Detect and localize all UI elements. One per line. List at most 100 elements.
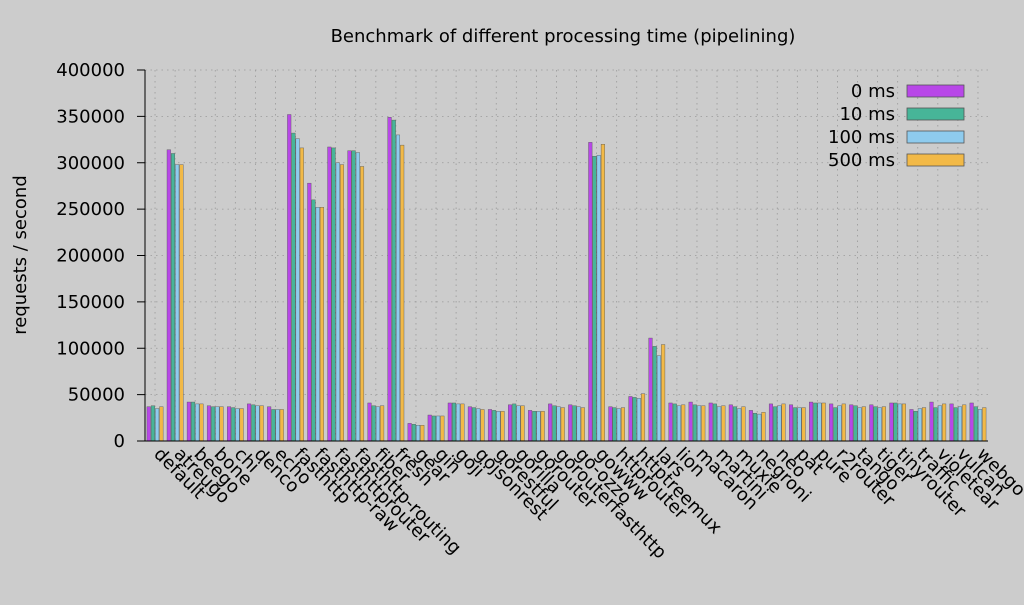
legend-label: 10 ms <box>839 104 895 125</box>
bar <box>311 199 316 442</box>
legend-label: 0 ms <box>851 81 895 102</box>
bar <box>813 402 818 442</box>
bar <box>901 403 906 442</box>
bar <box>592 156 597 442</box>
bar <box>331 147 336 442</box>
bar <box>697 405 702 442</box>
legend-swatch <box>906 84 965 98</box>
x-tick-labels: defaultatreugobeegobonechidencoechofasth… <box>150 444 1024 564</box>
bar <box>255 405 260 442</box>
bar <box>656 355 661 442</box>
bar <box>416 425 421 442</box>
bar <box>929 401 934 442</box>
bar <box>708 402 713 442</box>
y-axis-label: requests / second <box>10 175 31 335</box>
bar <box>360 166 365 442</box>
bar <box>717 406 722 442</box>
bar <box>431 415 436 442</box>
bar <box>166 149 171 442</box>
bar <box>339 164 344 442</box>
bar <box>347 150 352 442</box>
axis-layer <box>137 69 988 442</box>
bar <box>922 407 927 442</box>
bar <box>692 404 697 442</box>
bar <box>681 404 686 442</box>
bar <box>829 403 834 442</box>
bar <box>211 406 216 442</box>
bar <box>849 404 854 442</box>
bar <box>909 409 914 442</box>
bar <box>186 401 191 442</box>
bar <box>688 401 693 442</box>
bar <box>793 407 798 442</box>
bar <box>768 403 773 442</box>
bar <box>472 407 477 442</box>
bar <box>957 406 962 442</box>
bar <box>319 207 324 442</box>
bar <box>155 408 160 442</box>
bar <box>942 403 947 442</box>
bar <box>291 132 296 442</box>
bar <box>315 207 320 442</box>
y-tick-label: 50000 <box>68 385 125 406</box>
bar <box>978 409 983 442</box>
y-tick-label: 350000 <box>56 106 125 127</box>
bar <box>447 402 452 442</box>
bar <box>797 407 802 442</box>
bar <box>247 403 252 442</box>
bar <box>753 412 758 442</box>
bar <box>500 411 505 442</box>
bar <box>712 403 717 442</box>
bar <box>195 403 200 442</box>
legend-swatch <box>906 130 965 144</box>
bar <box>596 155 601 442</box>
bar <box>737 408 742 442</box>
bar <box>355 152 360 442</box>
bar <box>741 406 746 442</box>
bar <box>492 410 497 442</box>
legend-label: 500 ms <box>828 150 895 171</box>
bar <box>520 405 525 442</box>
bar <box>556 406 561 442</box>
bar <box>508 404 513 442</box>
bar <box>219 406 224 442</box>
bar <box>391 119 396 442</box>
bar <box>206 405 211 442</box>
bar <box>496 411 501 442</box>
bar <box>536 411 541 442</box>
bar <box>572 405 577 442</box>
bar <box>516 405 521 442</box>
bar <box>476 408 481 442</box>
bar <box>307 182 312 442</box>
bar <box>701 405 706 442</box>
bar <box>576 406 581 442</box>
bar <box>251 404 256 442</box>
bar <box>351 150 356 442</box>
bar <box>380 405 385 442</box>
bar <box>588 142 593 442</box>
bar <box>436 415 441 442</box>
bar <box>721 405 726 442</box>
bar <box>387 117 392 442</box>
bar <box>873 406 878 442</box>
y-tick-label: 400000 <box>56 60 125 81</box>
bar <box>179 164 184 442</box>
bar <box>857 407 862 442</box>
bar <box>271 409 276 442</box>
bar <box>881 406 886 442</box>
bar <box>733 406 738 442</box>
bar <box>821 402 826 442</box>
bar <box>231 407 236 442</box>
bar <box>375 406 380 442</box>
bar <box>841 403 846 442</box>
y-tick-label: 150000 <box>56 292 125 313</box>
bar <box>861 406 866 442</box>
legend-label: 100 ms <box>828 127 895 148</box>
bar <box>552 405 557 442</box>
bar <box>407 423 412 442</box>
bar <box>869 404 874 442</box>
bar <box>460 403 465 442</box>
bar <box>789 404 794 442</box>
y-tick-label: 250000 <box>56 199 125 220</box>
